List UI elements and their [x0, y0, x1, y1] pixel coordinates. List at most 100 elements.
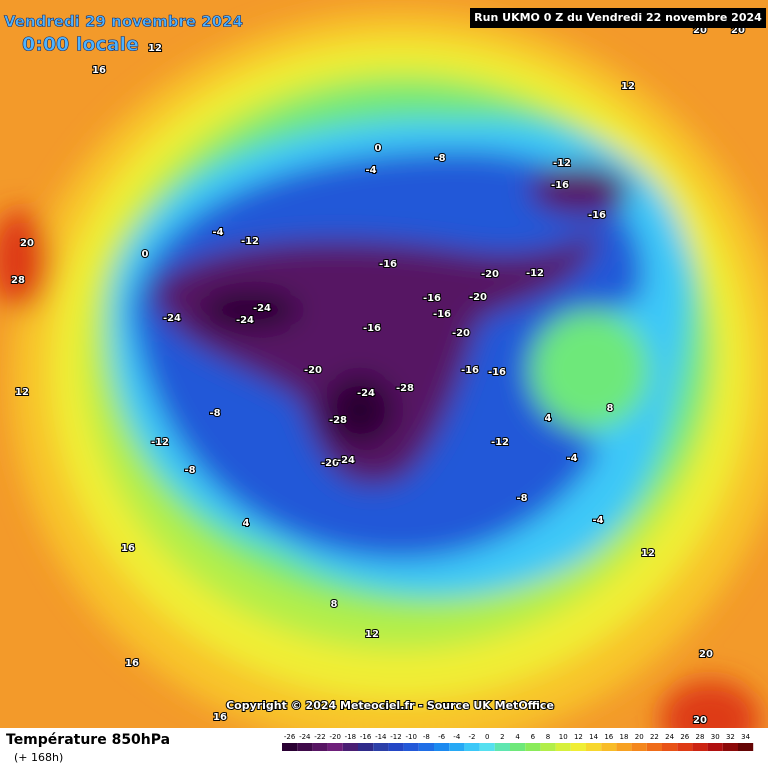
contour-label: -28 — [329, 415, 347, 426]
legend-swatch — [570, 743, 586, 751]
contour-label: -16 — [488, 367, 506, 378]
legend-swatch — [707, 743, 723, 751]
legend-tick-label: 8 — [546, 733, 550, 741]
run-text: Run UKMO 0 Z du Vendredi 22 novembre 202… — [474, 11, 762, 24]
legend-tick-label: -22 — [314, 733, 325, 741]
legend-tick-label: 20 — [635, 733, 644, 741]
footer-subtitle: (+ 168h) — [14, 751, 63, 764]
legend-tick-label: 12 — [574, 733, 583, 741]
contour-label: 4 — [243, 518, 250, 529]
title: Vendredi 29 novembre 2024 — [4, 13, 243, 31]
credit: Copyright © 2024 Meteociel.fr - Source U… — [226, 699, 554, 712]
contour-label: 16 — [92, 65, 106, 76]
legend-swatch — [616, 743, 632, 751]
legend-swatch — [510, 743, 526, 751]
legend-tick-label: -4 — [453, 733, 461, 741]
legend-swatch — [373, 743, 389, 751]
contour-label: 4 — [545, 413, 552, 424]
contour-label: -16 — [588, 210, 606, 221]
contour-label: -28 — [396, 383, 414, 394]
legend-swatch — [342, 743, 358, 751]
contour-label: 16 — [121, 543, 135, 554]
contour-label: -24 — [337, 455, 355, 466]
contour-label: -4 — [566, 453, 577, 464]
contour-label: -12 — [491, 437, 509, 448]
contour-label: -20 — [304, 365, 322, 376]
legend-swatch — [540, 743, 556, 751]
contour-label: 16 — [125, 658, 139, 669]
legend-swatch — [434, 743, 450, 751]
legend-swatch — [494, 743, 510, 751]
contour-label: 28 — [11, 275, 25, 286]
legend-swatch — [403, 743, 419, 751]
legend-swatch — [297, 743, 313, 751]
legend-tick-label: -16 — [360, 733, 372, 741]
legend-tick-label: 0 — [485, 733, 489, 741]
contour-label: -4 — [212, 227, 223, 238]
legend-tick-label: 34 — [741, 733, 750, 741]
contour-label: -24 — [236, 315, 254, 326]
legend: -26 -24 -22 -20 -18 -16 -14 -12 -10 -8 -6 -4 -2 0 2 4 6 8… — [282, 733, 754, 751]
legend-swatch — [738, 743, 754, 751]
legend-tick-label: -8 — [423, 733, 430, 741]
contour-label: -16 — [461, 365, 479, 376]
legend-swatch — [388, 743, 404, 751]
contour-label: -4 — [365, 165, 376, 176]
legend-tick-label: 18 — [620, 733, 629, 741]
contour-label: 8 — [607, 403, 614, 414]
contour-label: 16 — [213, 712, 227, 723]
contour-label: 0 — [375, 143, 382, 154]
run-box — [470, 8, 766, 28]
legend-swatch — [677, 743, 693, 751]
legend-swatch — [692, 743, 708, 751]
contour-label: 20 — [693, 715, 707, 726]
contour-label: -8 — [434, 153, 445, 164]
legend-swatch — [464, 743, 480, 751]
contour-label: -8 — [184, 465, 195, 476]
contour-label: 12 — [15, 387, 29, 398]
contour-label: 12 — [148, 43, 162, 54]
legend-tick-label: 30 — [711, 733, 720, 741]
contour-label: -20 — [481, 269, 499, 280]
footer-title: Température 850hPa — [6, 732, 170, 748]
legend-tick-label: 4 — [515, 733, 520, 741]
legend-tick-label: 24 — [665, 733, 674, 741]
contour-label: -24 — [253, 303, 271, 314]
contour-label: -12 — [526, 268, 544, 279]
legend-tick-label: 6 — [531, 733, 536, 741]
legend-tick-label: 2 — [500, 733, 504, 741]
contour-label: -12 — [151, 437, 169, 448]
legend-tick-label: -14 — [375, 733, 387, 741]
contour-label: 12 — [365, 629, 379, 640]
time: 0:00 locale — [22, 34, 139, 56]
contour-labels: -24 -24-24-28-28-24-20-20-24-16-16-16-16-… — [10, 24, 746, 727]
legend-tick-label: 22 — [650, 733, 659, 741]
legend-swatch — [327, 743, 343, 751]
legend-tick-label: -26 — [284, 733, 296, 741]
contour-label: 20 — [699, 649, 713, 660]
legend-tick-label: -10 — [405, 733, 416, 741]
legend-tick-label: 10 — [559, 733, 568, 741]
legend-swatch — [662, 743, 678, 751]
legend-tick-label: 32 — [726, 733, 735, 741]
legend-tick-label: 16 — [604, 733, 613, 741]
contour-label: -12 — [241, 236, 259, 247]
contour-label: -16 — [551, 180, 569, 191]
legend-swatch — [358, 743, 374, 751]
contour-label: 0 — [142, 249, 149, 260]
legend-swatch — [586, 743, 602, 751]
legend-swatch — [555, 743, 571, 751]
contour-label: 12 — [621, 81, 635, 92]
legend-tick-label: -20 — [329, 733, 340, 741]
contour-label: 20 — [20, 238, 34, 249]
contour-label: 12 — [641, 548, 655, 559]
legend-swatch — [631, 743, 647, 751]
contour-label: -16 — [379, 259, 397, 270]
legend-swatch — [525, 743, 541, 751]
contour-label: -16 — [423, 293, 441, 304]
contour-label: -12 — [553, 158, 571, 169]
legend-tick-label: 26 — [680, 733, 689, 741]
legend-swatch — [312, 743, 328, 751]
